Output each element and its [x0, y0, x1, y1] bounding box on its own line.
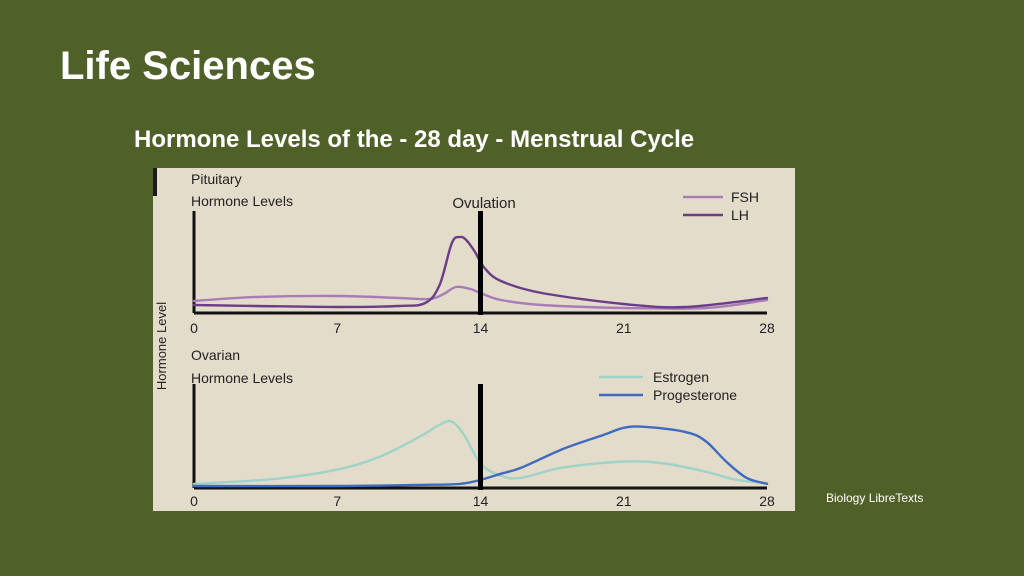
legend-label-progesterone: Progesterone: [653, 387, 737, 403]
x-tick-label: 21: [616, 493, 632, 509]
hormone-chart-svg: Hormone Level Pituitary Hormone Levels O…: [153, 168, 775, 509]
x-tick-label: 28: [759, 493, 775, 509]
legend-label-fsh: FSH: [731, 189, 759, 205]
ovulation-label: Ovulation: [452, 195, 515, 212]
pituitary-label-line-1: Pituitary: [191, 171, 242, 187]
x-tick-label: 7: [333, 320, 341, 336]
x-tick-label: 0: [190, 493, 198, 509]
ovarian-label-line-1: Ovarian: [191, 347, 240, 363]
x-tick-label: 14: [473, 493, 489, 509]
x-tick-label: 21: [616, 320, 632, 336]
x-tick-label: 14: [473, 320, 489, 336]
y-axis-label: Hormone Level: [154, 302, 169, 390]
panel-edge-mark: [153, 168, 157, 196]
ovarian-label-line-2: Hormone Levels: [191, 370, 293, 386]
ovarian-panel: 0 7 14 21 28 Estrogen Progesterone: [190, 369, 775, 509]
pituitary-label-line-2: Hormone Levels: [191, 193, 293, 209]
x-tick-label: 28: [759, 320, 775, 336]
x-tick-label: 0: [190, 320, 198, 336]
legend-label-lh: LH: [731, 207, 749, 223]
hormone-chart: Hormone Level Pituitary Hormone Levels O…: [153, 168, 795, 511]
pituitary-panel: 0 7 14 21 28 FSH LH: [190, 189, 775, 336]
source-credit: Biology LibreTexts: [826, 491, 924, 505]
series-line-progesterone: [192, 425, 769, 488]
legend-label-estrogen: Estrogen: [653, 369, 709, 385]
series-line-lh: [192, 235, 769, 309]
x-tick-label: 7: [333, 493, 341, 509]
chart-title: Hormone Levels of the - 28 day - Menstru…: [134, 126, 695, 153]
series-line-fsh: [192, 285, 769, 310]
slide-title: Life Sciences: [60, 44, 316, 88]
